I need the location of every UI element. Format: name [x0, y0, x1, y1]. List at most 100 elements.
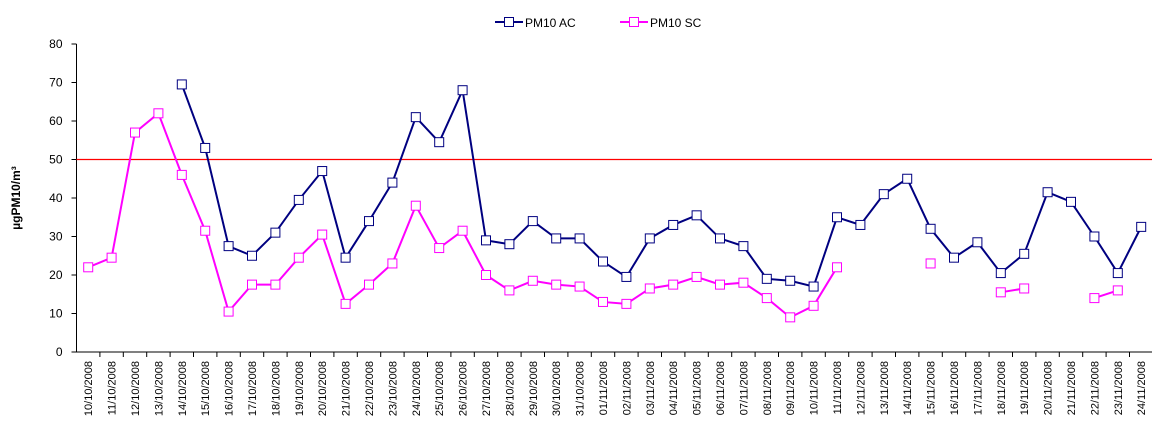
- x-tick-label: 01/11/2008: [598, 361, 610, 415]
- point: [995, 268, 1006, 279]
- point: [247, 250, 257, 261]
- point: [644, 233, 655, 244]
- point: [410, 200, 421, 211]
- point: [340, 298, 351, 309]
- point: [832, 212, 842, 223]
- y-tick-label: 70: [49, 76, 63, 90]
- point: [691, 210, 702, 221]
- x-tick-label: 18/11/2008: [996, 361, 1008, 415]
- point: [176, 169, 187, 180]
- x-tick-label: 06/11/2008: [715, 361, 727, 415]
- x-tick-label: 18/10/2008: [270, 361, 282, 416]
- point: [574, 281, 585, 292]
- point: [621, 271, 632, 282]
- point: [247, 279, 257, 290]
- x-tick-label: 28/10/2008: [504, 361, 516, 416]
- x-tick-label: 11/10/2008: [107, 361, 119, 415]
- point: [1136, 221, 1147, 232]
- x-tick-label: 16/11/2008: [949, 361, 961, 415]
- point: [902, 173, 913, 184]
- series-line: [87, 111, 1119, 319]
- legend-marker: [629, 17, 639, 27]
- point: [995, 287, 1006, 298]
- legend-label: PM10 SC: [650, 16, 702, 30]
- y-axis-label: µgPM10/m³: [9, 166, 23, 230]
- point: [481, 235, 491, 246]
- x-tick-label: 10/11/2008: [809, 361, 821, 415]
- point: [715, 233, 725, 244]
- point: [176, 79, 187, 90]
- x-tick-label: 26/10/2008: [458, 361, 470, 416]
- series-line: [180, 84, 1143, 288]
- point: [761, 273, 772, 284]
- x-tick-label: 13/11/2008: [879, 361, 891, 415]
- point: [551, 233, 562, 244]
- point: [434, 137, 445, 148]
- point: [972, 237, 983, 248]
- point: [340, 252, 351, 263]
- y-tick-label: 0: [56, 345, 63, 359]
- point: [223, 241, 234, 252]
- point: [949, 252, 959, 263]
- x-tick-label: 02/11/2008: [621, 361, 633, 415]
- x-tick-label: 14/10/2008: [177, 361, 189, 416]
- point: [1066, 196, 1076, 207]
- point: [925, 223, 936, 234]
- x-tick-label: 17/10/2008: [247, 361, 259, 416]
- x-tick-label: 21/11/2008: [1066, 361, 1078, 415]
- point: [457, 85, 468, 96]
- x-tick-label: 03/11/2008: [645, 361, 657, 415]
- point: [715, 279, 725, 290]
- point: [1089, 231, 1100, 242]
- x-tick-label: 25/10/2008: [434, 361, 446, 416]
- point: [598, 296, 608, 307]
- point: [1019, 248, 1030, 259]
- x-tick-label: 07/11/2008: [738, 361, 750, 415]
- x-tick-label: 20/11/2008: [1043, 361, 1055, 415]
- point: [317, 166, 328, 177]
- x-tick-label: 24/11/2008: [1136, 361, 1148, 415]
- point: [925, 258, 936, 269]
- point: [738, 241, 749, 252]
- x-tick-label: 17/11/2008: [972, 361, 984, 415]
- point: [785, 275, 796, 286]
- point: [1019, 283, 1030, 294]
- point: [551, 279, 562, 290]
- point: [668, 279, 679, 290]
- point: [1112, 285, 1123, 296]
- point: [481, 270, 491, 280]
- point: [738, 277, 749, 288]
- x-tick-label: 08/11/2008: [762, 361, 774, 415]
- y-tick-label: 50: [49, 153, 63, 167]
- x-tick-label: 12/10/2008: [130, 361, 142, 416]
- point: [504, 239, 515, 250]
- point: [270, 227, 281, 238]
- point: [855, 219, 866, 230]
- point: [785, 312, 796, 323]
- x-tick-label: 14/11/2008: [902, 361, 914, 415]
- point: [761, 293, 772, 304]
- point: [598, 256, 608, 267]
- point: [223, 306, 234, 317]
- point: [1112, 268, 1123, 279]
- y-tick-label: 40: [49, 191, 63, 205]
- x-tick-label: 30/10/2008: [551, 361, 563, 416]
- y-tick-label: 10: [49, 307, 63, 321]
- point: [621, 298, 632, 309]
- x-tick-label: 22/10/2008: [364, 361, 376, 416]
- x-tick-label: 15/11/2008: [926, 361, 938, 415]
- point: [434, 243, 445, 254]
- point: [106, 252, 117, 263]
- point: [130, 127, 140, 138]
- point: [200, 142, 211, 153]
- x-tick-label: 22/11/2008: [1089, 361, 1101, 415]
- x-tick-label: 23/11/2008: [1113, 361, 1125, 415]
- y-tick-label: 80: [49, 37, 63, 51]
- x-tick-label: 29/10/2008: [528, 361, 540, 416]
- point: [832, 262, 842, 273]
- point: [808, 300, 819, 311]
- x-tick-label: 12/11/2008: [855, 361, 867, 415]
- point: [1089, 293, 1100, 304]
- point: [410, 112, 421, 123]
